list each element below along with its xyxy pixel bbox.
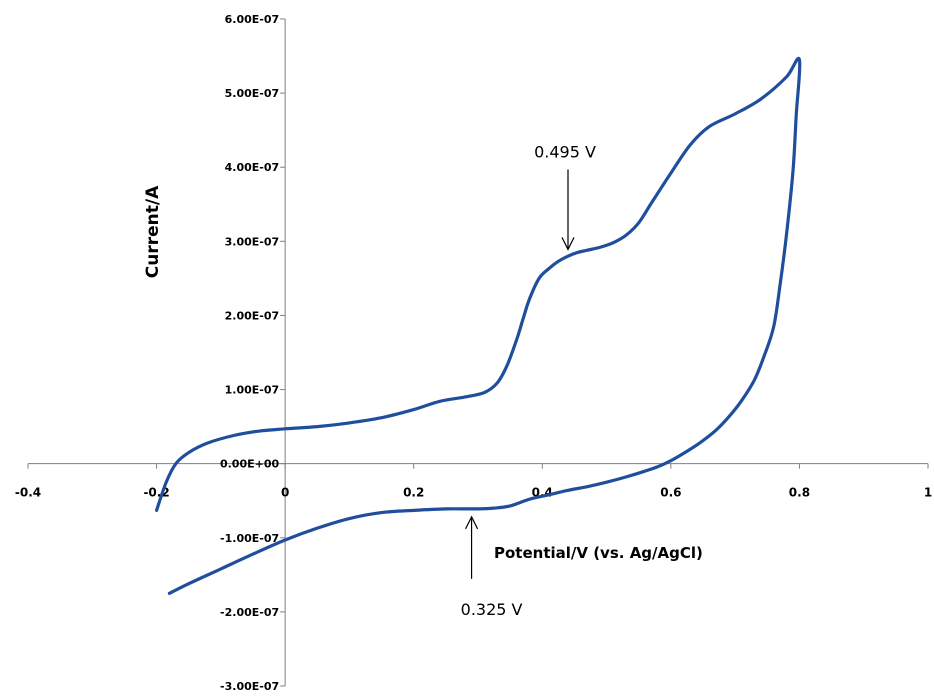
annotation-1: 0.325 V — [461, 515, 523, 619]
x-tick-label: 0.2 — [403, 486, 424, 500]
x-tick-label: 0 — [281, 486, 289, 500]
annotation-0: 0.495 V — [534, 142, 596, 251]
y-tick-label: -2.00E-07 — [220, 606, 279, 619]
x-axis-title: Potential/V (vs. Ag/AgCl) — [494, 544, 703, 562]
y-tick-label: 3.00E-07 — [225, 235, 280, 248]
y-tick-label: 5.00E-07 — [225, 87, 280, 100]
y-tick-label: 1.00E-07 — [225, 384, 280, 397]
cv-curve-series — [154, 56, 802, 595]
y-tick-label: 0.00E+00 — [220, 458, 280, 471]
y-tick-label: -3.00E-07 — [220, 680, 279, 693]
annotation-arrowhead — [561, 237, 575, 251]
x-tick-label: 1 — [924, 486, 932, 500]
peak-annotations: 0.495 V 0.325 V — [461, 142, 596, 618]
y-tick-label: 4.00E-07 — [225, 161, 280, 174]
annotation-label: 0.325 V — [461, 600, 523, 619]
annotation-arrowhead — [465, 515, 479, 530]
y-tick-label: 6.00E-07 — [225, 13, 280, 26]
x-axis-ticks: -0.4 -0.2 0 0.2 0.4 0.6 0.8 1 — [15, 463, 932, 500]
annotation-label: 0.495 V — [534, 142, 596, 161]
y-tick-label: -1.00E-07 — [220, 532, 279, 545]
x-tick-label: -0.4 — [15, 486, 41, 500]
y-axis-ticks: 6.00E-07 5.00E-07 4.00E-07 3.00E-07 2.00E-07… — [220, 13, 286, 693]
x-tick-label: 0.6 — [660, 486, 681, 500]
y-tick-label: 2.00E-07 — [225, 309, 280, 322]
y-axis-title: Current/A — [143, 185, 163, 278]
x-tick-label: 0.8 — [789, 486, 810, 500]
